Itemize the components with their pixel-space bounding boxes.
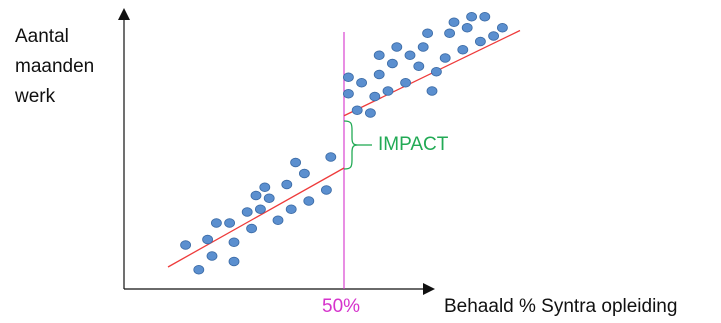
data-point: [250, 190, 262, 201]
data-point: [193, 265, 205, 275]
data-points: [180, 12, 508, 275]
impact-brace: [343, 120, 359, 170]
data-point: [386, 58, 398, 69]
data-point: [259, 182, 271, 192]
data-point: [206, 251, 218, 261]
data-point: [263, 193, 275, 203]
data-point: [413, 61, 425, 71]
fit-line-1: [167, 167, 345, 268]
data-point: [180, 240, 192, 250]
data-point: [285, 204, 297, 214]
data-point: [461, 23, 473, 33]
data-point: [364, 108, 376, 118]
data-point: [457, 45, 469, 55]
data-point: [496, 23, 508, 33]
data-point: [325, 152, 337, 162]
data-point: [448, 17, 460, 27]
data-point: [391, 42, 403, 52]
data-point: [426, 86, 438, 96]
data-point: [228, 237, 240, 247]
data-point: [281, 179, 293, 190]
data-point: [228, 256, 240, 267]
data-point: [373, 50, 385, 60]
data-point: [404, 50, 416, 60]
x-axis-label: Behaald % Syntra opleiding: [444, 296, 678, 317]
impact-label: IMPACT: [378, 134, 449, 155]
data-point: [488, 31, 500, 41]
data-point: [417, 42, 429, 52]
data-point: [298, 168, 310, 179]
data-point: [210, 218, 222, 228]
data-point: [422, 28, 434, 38]
data-point: [290, 157, 302, 168]
data-point: [356, 78, 368, 88]
y-axis-label: Aantal maanden werk: [15, 26, 95, 107]
data-point: [254, 204, 266, 214]
data-point: [373, 69, 385, 80]
data-point: [202, 234, 214, 245]
data-point: [474, 36, 486, 47]
data-point: [444, 28, 456, 38]
data-point: [246, 223, 258, 234]
data-point: [466, 12, 478, 22]
data-point: [400, 78, 412, 88]
data-point: [320, 185, 332, 195]
data-point: [351, 105, 363, 115]
data-point: [224, 218, 236, 228]
data-point: [369, 91, 381, 102]
data-point: [272, 215, 284, 225]
data-point: [342, 89, 354, 99]
data-point: [342, 72, 354, 82]
cutoff-label: 50%: [322, 296, 361, 317]
data-point: [430, 67, 442, 77]
data-point: [479, 12, 491, 22]
data-point: [382, 86, 394, 96]
data-point: [303, 196, 315, 206]
data-point: [241, 207, 253, 217]
data-point: [439, 53, 451, 63]
